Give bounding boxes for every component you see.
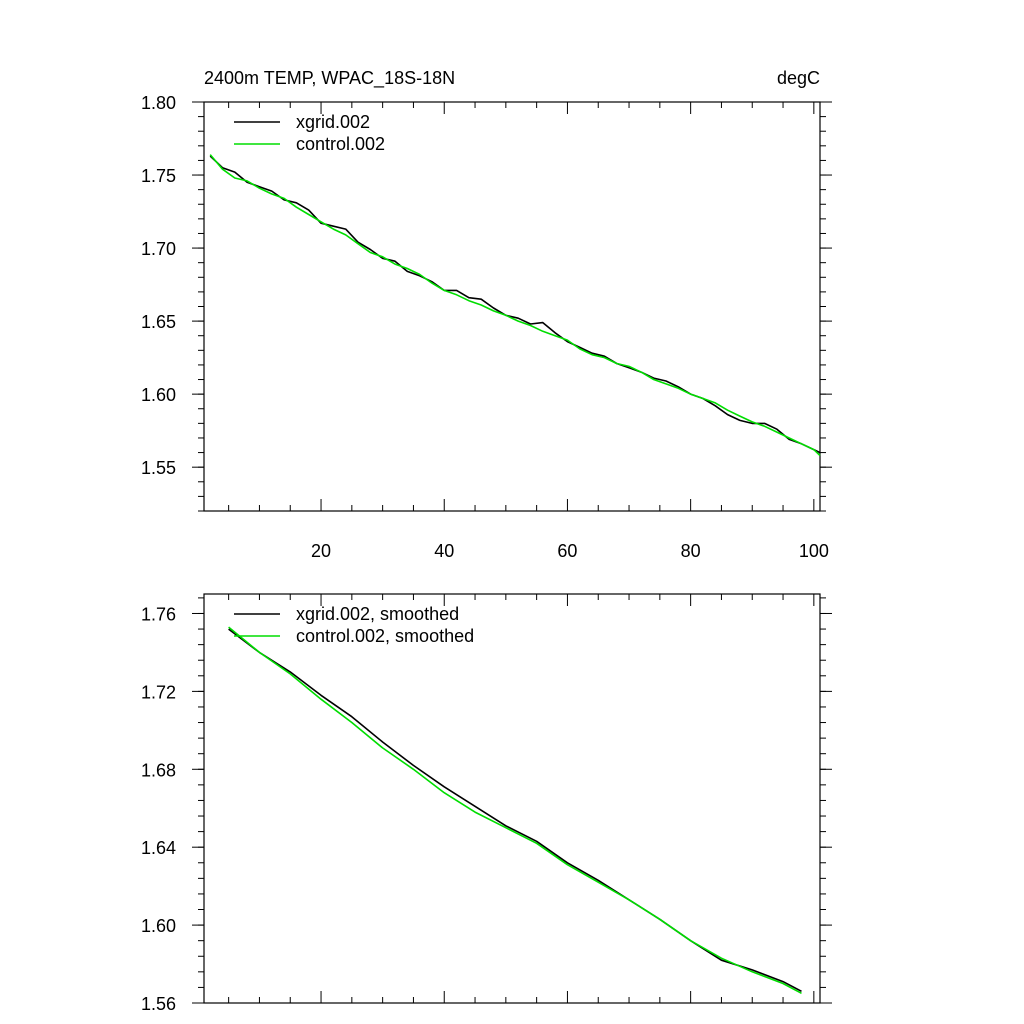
y-tick-label: 1.56 bbox=[141, 994, 176, 1014]
top-panel: 20 40 60 80 100 1.55 1.60 1.65 1.70 1.75 1.80 xgrid… bbox=[141, 93, 832, 561]
y-tick-label: 1.70 bbox=[141, 239, 176, 259]
legend-label: control.002, smoothed bbox=[296, 626, 474, 646]
y-tick-label: 1.68 bbox=[141, 760, 176, 780]
x-tick-label: 80 bbox=[681, 541, 701, 561]
plot-frame bbox=[203, 101, 821, 512]
y-tick-label: 1.64 bbox=[141, 838, 176, 858]
series-line-control bbox=[209, 154, 821, 457]
y-tick-label: 1.76 bbox=[141, 604, 176, 624]
legend-label: xgrid.002 bbox=[296, 112, 370, 132]
y-tick-label: 1.60 bbox=[141, 916, 176, 936]
legend-label: control.002 bbox=[296, 134, 385, 154]
series-line-xgrid bbox=[228, 628, 802, 993]
legend-label: xgrid.002, smoothed bbox=[296, 604, 459, 624]
y-tick-label: 1.72 bbox=[141, 682, 176, 702]
y-tick-label: 1.75 bbox=[141, 166, 176, 186]
series-line-xgrid bbox=[209, 155, 821, 454]
y-tick-label: 1.55 bbox=[141, 458, 176, 478]
bottom-panel: 1.56 1.60 1.64 1.68 1.72 1.76 xgrid.002, smoot… bbox=[141, 593, 832, 1014]
y-tick-label: 1.60 bbox=[141, 385, 176, 405]
y-tick-label: 1.65 bbox=[141, 312, 176, 332]
series-line-control bbox=[228, 626, 802, 995]
x-tick-label: 40 bbox=[434, 541, 454, 561]
plot-frame bbox=[203, 593, 821, 1004]
chart-title: 2400m TEMP, WPAC_18S-18N bbox=[204, 68, 455, 89]
x-tick-label: 20 bbox=[311, 541, 331, 561]
x-tick-label: 100 bbox=[799, 541, 829, 561]
y-tick-label: 1.80 bbox=[141, 93, 176, 113]
units-label: degC bbox=[777, 68, 820, 88]
x-tick-label: 60 bbox=[557, 541, 577, 561]
